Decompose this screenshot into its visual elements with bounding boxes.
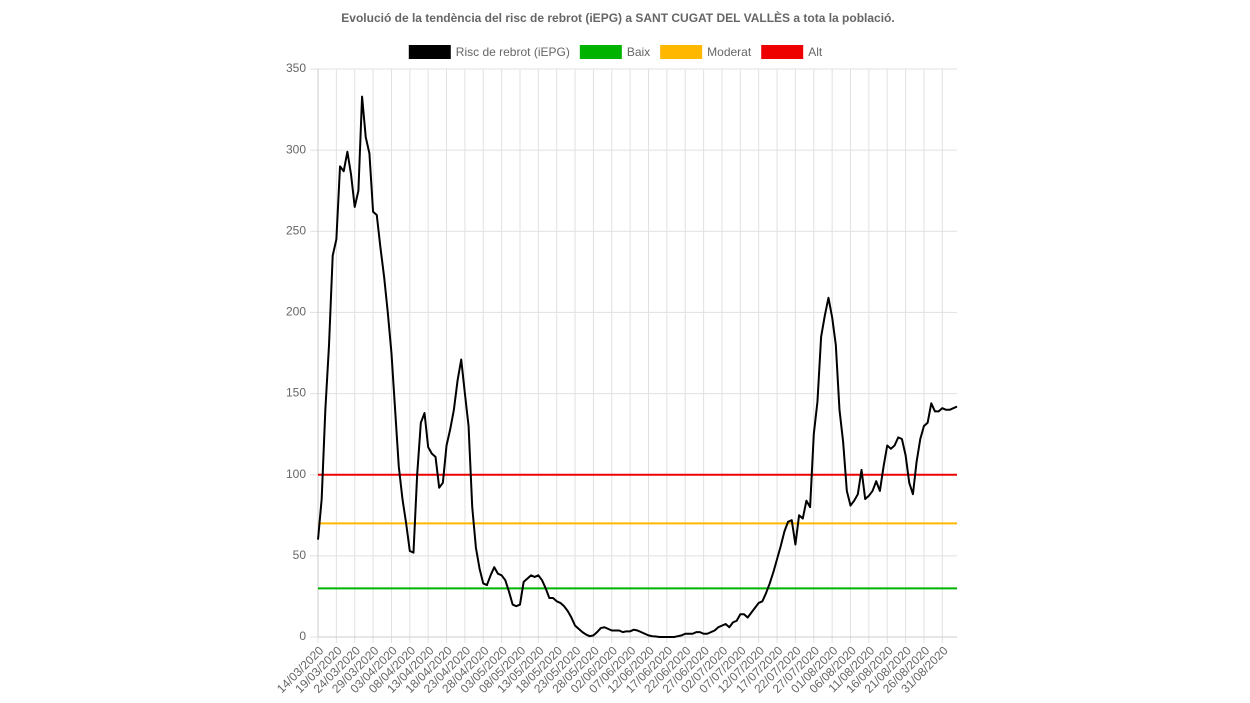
legend-swatch xyxy=(761,45,804,59)
legend-label: Baix xyxy=(627,45,650,59)
legend-label: Alt xyxy=(808,45,823,59)
legend: Risc de rebrot (iEPG) Baix Moderat Alt xyxy=(408,45,823,59)
y-tick-label: 350 xyxy=(286,61,306,75)
legend-swatch xyxy=(408,45,451,59)
data-line xyxy=(317,95,958,638)
y-tick-label: 250 xyxy=(286,223,306,237)
y-tick-label: 0 xyxy=(299,629,306,643)
legend-label: Risc de rebrot (iEPG) xyxy=(456,45,570,59)
y-tick-label: 100 xyxy=(286,467,306,481)
legend-swatch xyxy=(660,45,703,59)
chart-title: Evolució de la tendència del risc de reb… xyxy=(341,10,894,25)
y-tick-label: 300 xyxy=(286,142,306,156)
legend-swatch xyxy=(579,45,622,59)
legend-label: Moderat xyxy=(707,45,752,59)
y-tick-label: 150 xyxy=(286,386,306,400)
y-tick-label: 200 xyxy=(286,305,306,319)
y-tick-label: 50 xyxy=(293,548,307,562)
